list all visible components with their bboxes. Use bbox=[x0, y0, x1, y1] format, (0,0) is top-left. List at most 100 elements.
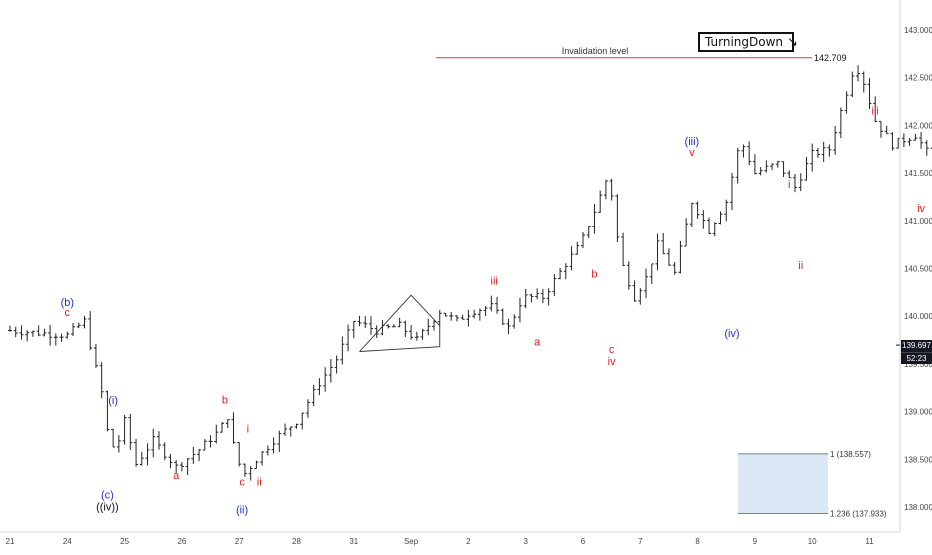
ohlc-bar bbox=[432, 320, 437, 331]
ohlc-bar bbox=[99, 362, 104, 399]
ohlc-bar bbox=[134, 438, 139, 467]
ohlc-bar bbox=[512, 314, 517, 329]
ohlc-bar bbox=[386, 324, 391, 329]
ohlc-bar bbox=[884, 125, 889, 135]
ohlc-bar bbox=[890, 132, 895, 151]
ohlc-bar bbox=[850, 71, 855, 98]
wave-label: i bbox=[788, 179, 790, 191]
ohlc-bar bbox=[873, 96, 878, 123]
ohlc-bar bbox=[747, 141, 752, 166]
wave-label: c bbox=[65, 307, 71, 319]
ohlc-bar bbox=[225, 419, 230, 428]
wave-label: b bbox=[222, 395, 228, 407]
ohlc-bar bbox=[489, 295, 494, 312]
ohlc-bar bbox=[919, 131, 924, 149]
ohlc-bar bbox=[363, 316, 368, 329]
ohlc-bar bbox=[151, 428, 156, 458]
ohlc-bar bbox=[678, 240, 683, 274]
ohlc-bar bbox=[122, 414, 127, 445]
trend-down-arrow-icon: ↘ bbox=[787, 34, 798, 50]
ohlc-bar bbox=[770, 163, 775, 171]
ohlc-bar bbox=[248, 465, 253, 481]
reference-line-layer: Invalidation level 142.709 bbox=[436, 46, 847, 63]
ohlc-bar bbox=[8, 325, 12, 332]
wave-label: ii bbox=[798, 260, 803, 272]
ohlc-bar bbox=[208, 435, 213, 448]
y-tick-label: 142.500 bbox=[904, 74, 932, 83]
ohlc-bar bbox=[477, 308, 482, 321]
ohlc-bar bbox=[340, 336, 345, 365]
x-tick-label: 10 bbox=[808, 537, 817, 546]
target-zone-box bbox=[738, 453, 828, 514]
ohlc-bar bbox=[500, 308, 505, 325]
ohlc-bar bbox=[815, 147, 820, 158]
ohlc-bar bbox=[460, 314, 465, 320]
ohlc-bar bbox=[901, 133, 906, 148]
ohlc-bar bbox=[787, 170, 792, 179]
ohlc-bar bbox=[300, 412, 305, 430]
ohlc-bar bbox=[139, 451, 144, 466]
triangle-upper bbox=[359, 294, 441, 352]
ohlc-bar bbox=[185, 458, 190, 475]
ohlc-bar bbox=[558, 267, 563, 280]
ohlc-bar bbox=[569, 246, 574, 271]
ohlc-bar bbox=[764, 160, 769, 173]
x-tick-label: 27 bbox=[235, 537, 244, 546]
ohlc-bar bbox=[752, 154, 757, 175]
ohlc-bar bbox=[156, 431, 161, 450]
ohlc-bar bbox=[546, 288, 551, 306]
ohlc-bar bbox=[88, 310, 93, 351]
ohlc-bar bbox=[437, 309, 442, 327]
wave-label: (b) bbox=[61, 297, 74, 309]
ohlc-bar bbox=[718, 211, 723, 225]
ohlc-bar bbox=[317, 378, 322, 396]
x-tick-label: 7 bbox=[638, 537, 643, 546]
ohlc-bar bbox=[603, 179, 608, 200]
ohlc-bar bbox=[701, 210, 706, 229]
ohlc-bar bbox=[265, 445, 270, 456]
ohlc-bar bbox=[838, 107, 843, 139]
ohlc-bar bbox=[684, 218, 689, 247]
wave-label: iii bbox=[872, 106, 879, 118]
ohlc-bar bbox=[162, 442, 167, 461]
ohlc-bar bbox=[712, 222, 717, 237]
ohlc-bar bbox=[111, 428, 116, 448]
ohlc-bar bbox=[93, 343, 98, 368]
ohlc-bar bbox=[179, 462, 184, 472]
ohlc-bar bbox=[529, 293, 534, 303]
ohlc-bar bbox=[25, 330, 30, 342]
ohlc-bar bbox=[506, 318, 511, 335]
ohlc-bar bbox=[294, 423, 299, 429]
wave-label: (i) bbox=[108, 395, 118, 407]
triangle-pattern bbox=[359, 294, 441, 352]
y-tick-label: 140.000 bbox=[904, 312, 932, 321]
ohlc-bar bbox=[36, 325, 41, 337]
ohlc-bar bbox=[856, 65, 861, 82]
ohlc-bar bbox=[357, 315, 362, 327]
ohlc-bar bbox=[615, 194, 620, 243]
ohlc-bar bbox=[391, 324, 396, 328]
x-tick-label: 31 bbox=[349, 537, 358, 546]
ohlc-bar bbox=[483, 306, 488, 316]
ohlc-bar bbox=[821, 141, 826, 162]
countdown-timer: 52:23 bbox=[901, 352, 932, 365]
ohlc-bar bbox=[13, 326, 18, 338]
y-tick-label: 143.000 bbox=[904, 26, 932, 35]
ohlc-bar bbox=[581, 232, 585, 248]
ohlc-bar bbox=[220, 421, 225, 433]
x-tick-label: 11 bbox=[865, 537, 874, 546]
ohlc-bar bbox=[707, 217, 712, 235]
ohlc-bar bbox=[271, 437, 276, 454]
ohlc-bar bbox=[174, 460, 179, 474]
ohlc-bar bbox=[346, 324, 351, 352]
ohlc-bar bbox=[775, 161, 780, 168]
zone-bottom-label: 1.236 (137.933) bbox=[830, 509, 887, 518]
ohlc-bar bbox=[867, 78, 872, 109]
wave-label: a bbox=[534, 336, 541, 348]
ohlc-bar bbox=[191, 446, 196, 464]
ohlc-bar bbox=[168, 453, 173, 469]
ohlc-bar bbox=[202, 439, 207, 451]
ohlc-bar bbox=[59, 333, 64, 342]
